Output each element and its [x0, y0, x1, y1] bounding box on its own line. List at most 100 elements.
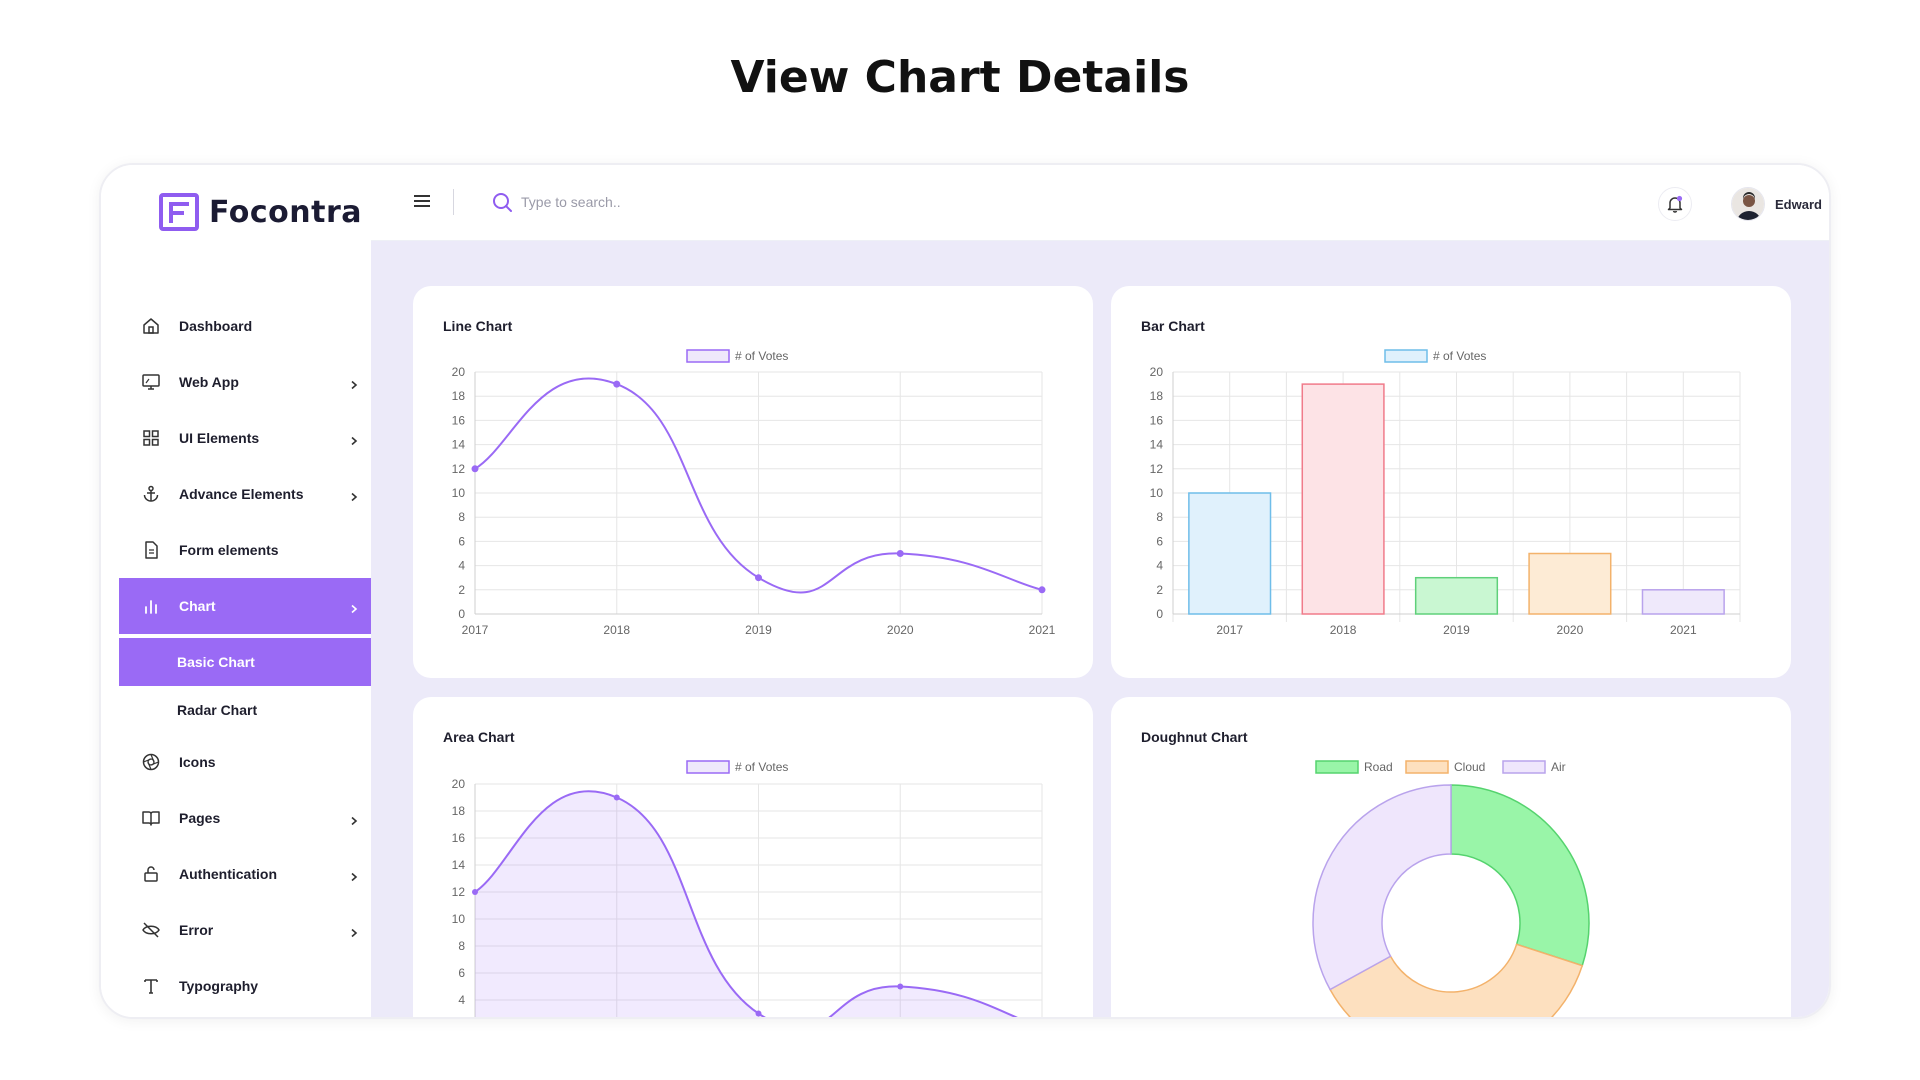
chevron-right-icon [349, 377, 359, 390]
data-point [897, 983, 904, 990]
y-tick-label: 16 [452, 413, 466, 427]
sidebar-item-label: Pages [179, 810, 221, 826]
sidebar-item-label: Advance Elements [179, 486, 304, 502]
sidebar-item-label: Error [179, 922, 214, 938]
sidebar-item-dashboard[interactable]: Dashboard [119, 298, 371, 354]
x-tick-label: 2018 [603, 623, 630, 637]
sidebar-item-form-elements[interactable]: Form elements [119, 522, 371, 578]
y-tick-label: 2 [1156, 583, 1163, 597]
bell-icon [1667, 195, 1683, 213]
y-tick-label: 18 [1150, 389, 1164, 403]
notification-button[interactable] [1658, 187, 1692, 221]
user-name: Edward [1775, 196, 1822, 212]
page-heading: View Chart Details [730, 52, 1190, 103]
sidebar-nav: Dashboard Web App UI Elements Advance Eleme… [119, 298, 371, 1014]
sidebar-item-icons[interactable]: Icons [119, 734, 371, 790]
doughnut-chart: Road Cloud Air [1312, 760, 1590, 1017]
card-title: Bar Chart [1141, 318, 1205, 334]
main-content: Line Chart # of Votes 0 2 4 6 8 10 12 14 16 18 20 20… [371, 241, 1829, 1017]
sidebar-item-advance-elements[interactable]: Advance Elements [119, 466, 371, 522]
y-tick-label: 12 [452, 462, 466, 476]
sidebar-item-typography[interactable]: Typography [119, 958, 371, 1014]
sidebar-item-error[interactable]: Error [119, 902, 371, 958]
line-chart-card: Line Chart # of Votes 0 2 4 6 8 10 12 14 16 18 20 20… [413, 286, 1093, 678]
sidebar-item-pages[interactable]: Pages [119, 790, 371, 846]
x-tick-label: 2017 [1216, 623, 1243, 637]
sidebar-item-web-app[interactable]: Web App [119, 354, 371, 410]
legend-swatch [1502, 760, 1546, 774]
anchor-icon [141, 484, 161, 504]
y-tick-label: 20 [452, 777, 466, 791]
y-tick-label: 0 [1156, 607, 1163, 621]
data-point [896, 550, 904, 557]
topbar-divider [453, 189, 454, 215]
chevron-right-icon [349, 489, 359, 502]
aperture-icon [141, 752, 161, 772]
area-fill [475, 791, 1016, 1017]
eye-off-icon [141, 920, 161, 940]
brand-logo[interactable]: Focontra [159, 193, 362, 231]
sidebar-item-label: Web App [179, 374, 239, 390]
x-tick-label: 2020 [1557, 623, 1584, 637]
legend-swatch [1315, 760, 1359, 774]
bar-chart: # of Votes 0 2 4 6 8 10 12 14 16 18 20 2017 2018 2019 2… [1150, 349, 1741, 637]
line-chart: # of Votes 0 2 4 6 8 10 12 14 16 18 20 2017 2018 2019 2… [452, 349, 1056, 637]
sidebar-item-label: Dashboard [179, 318, 253, 334]
search-input[interactable] [521, 189, 821, 215]
x-tick-label: 2019 [745, 623, 772, 637]
card-title: Line Chart [443, 318, 513, 334]
y-tick-label: 6 [458, 966, 465, 980]
y-tick-label: 6 [458, 534, 465, 548]
chevron-right-icon [349, 869, 359, 882]
brand-name: Focontra [209, 194, 363, 230]
y-tick-label: 2 [458, 583, 465, 597]
y-tick-label: 4 [1156, 559, 1163, 573]
sidebar: Focontra Dashboard Web App UI Elements Adva… [101, 165, 371, 1017]
bar [1301, 383, 1385, 615]
sidebar-item-label: Chart [179, 598, 216, 614]
monitor-icon [141, 372, 161, 392]
avatar [1731, 187, 1765, 221]
data-point [755, 1010, 762, 1017]
area-chart-card: Area Chart # of Votes 4 6 8 10 12 14 16 18 20 [413, 697, 1093, 1017]
bar [1641, 589, 1725, 615]
logo-icon [159, 193, 199, 231]
data-point [613, 380, 621, 388]
card-title: Doughnut Chart [1141, 729, 1248, 745]
sidebar-item-label: Typography [179, 978, 259, 994]
home-icon [141, 316, 161, 336]
data-point [471, 465, 479, 473]
legend-label: # of Votes [735, 349, 788, 363]
bar-chart-icon [141, 596, 161, 616]
legend-label: Road [1364, 760, 1393, 774]
chevron-right-icon [349, 925, 359, 938]
legend-label: Cloud [1454, 760, 1485, 774]
chevron-right-icon [349, 601, 359, 614]
y-tick-label: 16 [452, 831, 466, 845]
y-tick-label: 12 [1150, 462, 1164, 476]
legend-label: Air [1551, 760, 1566, 774]
chevron-right-icon [349, 433, 359, 446]
data-point [613, 794, 620, 801]
data-point [472, 889, 478, 895]
legend-swatch [686, 760, 730, 774]
sidebar-subitem-basic-chart[interactable]: Basic Chart [119, 638, 371, 686]
hamburger-menu-icon[interactable] [413, 193, 431, 209]
y-tick-label: 20 [452, 365, 466, 379]
sidebar-item-authentication[interactable]: Authentication [119, 846, 371, 902]
search-icon[interactable] [491, 191, 513, 213]
sidebar-item-label: Form elements [179, 542, 279, 558]
y-tick-label: 18 [452, 389, 466, 403]
sidebar-subitem-radar-chart[interactable]: Radar Chart [177, 702, 258, 718]
legend-swatch [686, 349, 730, 363]
book-icon [141, 808, 161, 828]
sidebar-item-ui-elements[interactable]: UI Elements [119, 410, 371, 466]
x-tick-label: 2017 [462, 623, 489, 637]
user-menu[interactable]: Edward [1731, 187, 1829, 221]
topbar: Edward [371, 165, 1829, 241]
type-icon [141, 976, 161, 996]
data-point [755, 574, 762, 582]
doughnut-slice [1312, 784, 1452, 991]
sidebar-item-chart[interactable]: Chart [119, 578, 371, 634]
y-tick-label: 8 [458, 939, 465, 953]
